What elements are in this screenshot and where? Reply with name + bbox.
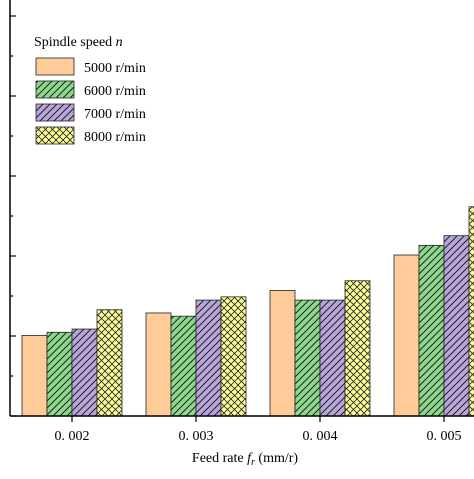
x-tick-label: 0. 004 — [303, 429, 338, 444]
bars-layer — [21, 206, 474, 417]
x-tick-label: 0. 002 — [55, 429, 90, 444]
bar-1-3 — [269, 290, 296, 417]
bar-2-3 — [294, 299, 321, 417]
bar-4-3 — [344, 280, 371, 417]
y-ticks — [10, 15, 16, 417]
legend-swatch-4 — [35, 126, 75, 145]
bar-2-4 — [418, 244, 445, 417]
legend-items: 5000 r/min 6000 r/min 7000 r/min 8000 r/min — [35, 57, 146, 145]
legend-swatch-2 — [35, 80, 75, 99]
x-tick-label: 0. 003 — [179, 429, 214, 444]
x-ticks: 0. 002 0. 003 0. 004 0. 005 — [55, 416, 462, 444]
legend-title: Spindle speed n — [34, 35, 123, 50]
bar-4-2 — [220, 296, 247, 417]
legend-swatch-3 — [35, 103, 75, 122]
bar-4-1 — [96, 309, 123, 417]
legend-label-1: 5000 r/min — [84, 61, 146, 76]
legend-label-3: 7000 r/min — [84, 107, 146, 122]
bar-2-1 — [46, 331, 73, 417]
bar-3-2 — [195, 299, 222, 417]
legend: Spindle speed n 5000 r/min 6000 r/min 7000… — [34, 35, 146, 145]
bar-3-4 — [443, 235, 470, 417]
legend-label-4: 8000 r/min — [84, 130, 146, 145]
bar-1-4 — [393, 254, 420, 417]
bar-2-2 — [170, 315, 197, 417]
legend-swatch-1 — [35, 57, 75, 76]
bar-1-2 — [145, 312, 172, 417]
x-axis-title: Feed rate fr (mm/r) — [192, 451, 298, 469]
x-tick-label: 0. 005 — [427, 429, 462, 444]
bar-4-4 — [468, 206, 474, 417]
bar-3-1 — [71, 328, 98, 417]
bar-3-3 — [319, 299, 346, 417]
bar-1-1 — [21, 335, 48, 417]
legend-label-2: 6000 r/min — [84, 84, 146, 99]
